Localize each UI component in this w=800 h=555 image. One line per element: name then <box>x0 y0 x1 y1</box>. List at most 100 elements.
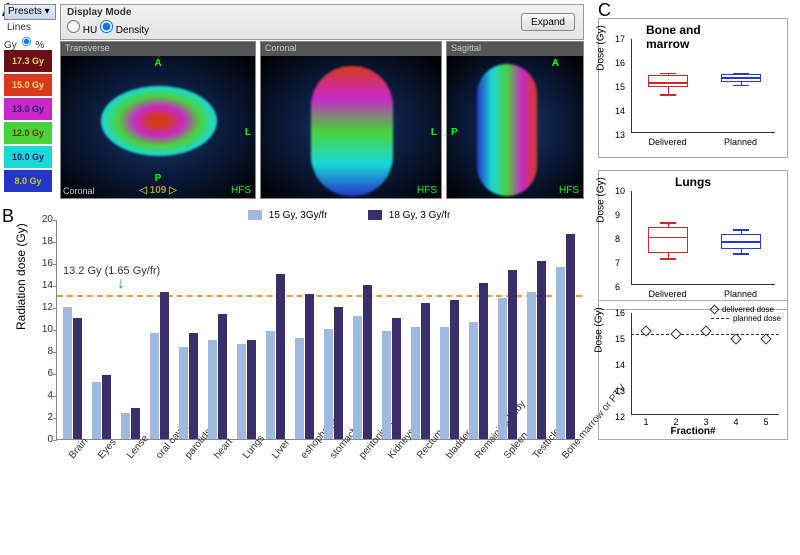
bar-15gy <box>150 333 159 439</box>
bar-15gy <box>556 267 565 439</box>
delivered-point <box>760 333 771 344</box>
bar-18gy <box>218 314 227 439</box>
orient-p: P <box>155 173 162 184</box>
view-sagittal[interactable]: Sagittal A P HFS <box>446 41 584 199</box>
bar-15gy <box>208 340 217 439</box>
bar-15gy <box>179 347 188 439</box>
scan-transverse: A P L HFS Coronal ◁ 109 ▷ <box>61 56 255 198</box>
view-transverse[interactable]: Transverse A P L HFS Coronal ◁ 109 ▷ <box>60 41 256 199</box>
category-label: heart <box>212 437 235 462</box>
chart-b-plot-area: 0246810121416182013.2 Gy (1.65 Gy/fr)↓Br… <box>56 220 582 440</box>
legend-item: 12.0 Gy <box>4 122 52 144</box>
hfs-label2: HFS <box>417 185 437 196</box>
legend-series-2: 18 Gy, 3 Gy/fr <box>368 210 450 221</box>
panel-a: Presets ▾ Lines Gy % 17.3 Gy15.0 Gy13.0 … <box>4 4 586 200</box>
orient-a: A <box>154 58 161 69</box>
bar-18gy <box>334 307 343 439</box>
bar-15gy <box>266 331 275 439</box>
boxplot-ylabel: Dose (Gy) <box>596 25 607 71</box>
delivered-point <box>700 326 711 337</box>
panel-b: Radiation dose (Gy) 0246810121416182013.… <box>8 210 590 550</box>
density-radio[interactable] <box>100 20 113 33</box>
chart-b-ylabel: Radiation dose (Gy) <box>14 223 28 330</box>
orient-l: L <box>245 127 251 138</box>
category-label: Eyes <box>96 437 119 461</box>
boxplot-title: Bone and marrow <box>646 23 740 51</box>
display-mode-title: Display Mode <box>67 7 577 18</box>
delivered-point <box>670 328 681 339</box>
delivered-point <box>730 333 741 344</box>
orient-p2: P <box>451 127 458 138</box>
legend-item: 13.0 Gy <box>4 98 52 120</box>
hfs-label: HFS <box>231 185 251 196</box>
bar-18gy <box>247 340 256 439</box>
panel-c: Bone and marrowDose (Gy)1314151617Delive… <box>598 4 796 552</box>
bar-18gy <box>508 270 517 439</box>
bar-15gy <box>92 382 101 439</box>
box-label: Delivered <box>648 289 686 299</box>
gy-radio[interactable] <box>22 37 31 46</box>
bar-18gy <box>537 261 546 439</box>
bar-18gy <box>450 300 459 439</box>
corner-coronal: Coronal <box>63 186 95 196</box>
view-title-coronal: Coronal <box>261 42 441 56</box>
ref-arrow-icon: ↓ <box>117 275 125 293</box>
dose-legend: 17.3 Gy15.0 Gy13.0 Gy12.0 Gy10.0 Gy8.0 G… <box>4 50 56 194</box>
scan-sagittal: A P HFS <box>447 56 583 198</box>
legend-series-1: 15 Gy, 3Gy/fr <box>248 210 328 221</box>
view-coronal[interactable]: Coronal L HFS <box>260 41 442 199</box>
box <box>648 75 688 87</box>
scatter-legend: delivered doseplanned dose <box>711 305 781 323</box>
bar-18gy <box>305 294 314 439</box>
category-label: Brain <box>67 436 90 461</box>
bar-18gy <box>160 292 169 439</box>
bar-15gy <box>382 331 391 439</box>
bar-15gy <box>353 316 362 439</box>
box-label: Planned <box>724 137 757 147</box>
orient-l2: L <box>431 127 437 138</box>
bar-18gy <box>102 375 111 439</box>
bar-15gy <box>498 298 507 439</box>
legend-item: 17.3 Gy <box>4 50 52 72</box>
bar-18gy <box>392 318 401 439</box>
legend-item: 8.0 Gy <box>4 170 52 192</box>
presets-dropdown[interactable]: Presets ▾ <box>4 4 56 20</box>
bar-18gy <box>479 283 488 439</box>
bar-15gy <box>440 327 449 439</box>
bar-15gy <box>469 322 478 439</box>
legend-swatch-1 <box>248 210 262 220</box>
bar-18gy <box>73 318 82 439</box>
scatter-ylabel: Dose (Gy) <box>594 307 605 353</box>
view-title-sagittal: Sagittal <box>447 42 583 56</box>
bar-18gy <box>276 274 285 439</box>
frame-number: ◁ 109 ▷ <box>139 185 177 196</box>
bar-18gy <box>131 408 140 439</box>
delivered-point <box>640 326 651 337</box>
legend-swatch-2 <box>368 210 382 220</box>
bar-15gy <box>121 413 130 439</box>
bar-15gy <box>295 338 304 439</box>
lines-label: Lines <box>4 21 56 35</box>
bar-15gy <box>324 329 333 439</box>
box <box>648 227 688 253</box>
bar-15gy <box>63 307 72 439</box>
bar-15gy <box>411 327 420 439</box>
hu-radio[interactable] <box>67 20 80 33</box>
bar-18gy <box>421 303 430 439</box>
legend-text-1: 15 Gy, 3Gy/fr <box>269 210 328 221</box>
expand-button[interactable]: Expand <box>521 13 575 31</box>
box-label: Delivered <box>648 137 686 147</box>
unit-toggle[interactable]: Gy % <box>4 35 56 51</box>
scan-coronal: L HFS <box>261 56 441 198</box>
bar-18gy <box>566 234 575 439</box>
boxplot-lungs: LungsDose (Gy)678910DeliveredPlanned <box>598 170 788 310</box>
bar-15gy <box>527 292 536 439</box>
scatter-fractions: Dose (Gy)Fraction#121314151612345deliver… <box>598 300 788 440</box>
scatter-xlabel: Fraction# <box>670 426 715 437</box>
box-label: Planned <box>724 289 757 299</box>
orient-a2: A <box>552 58 559 69</box>
bar-18gy <box>363 285 372 439</box>
category-label: Liver <box>270 437 292 461</box>
bar-15gy <box>237 344 246 439</box>
legend-item: 15.0 Gy <box>4 74 52 96</box>
